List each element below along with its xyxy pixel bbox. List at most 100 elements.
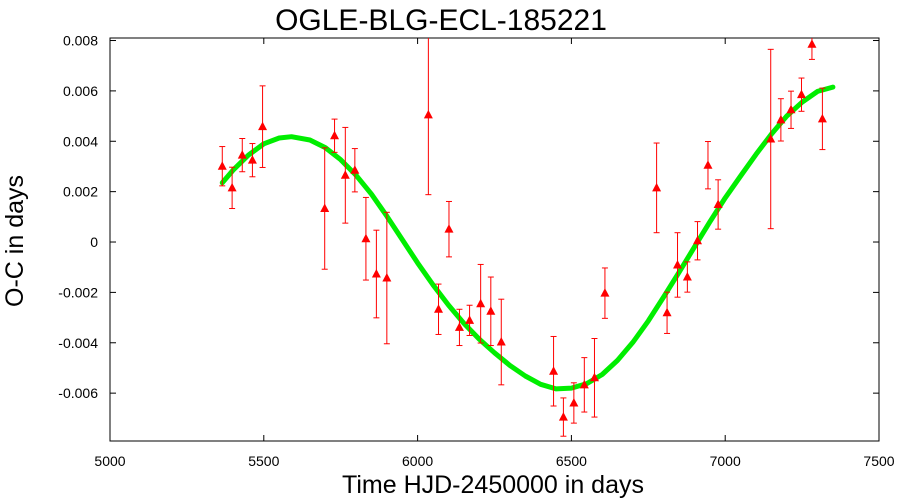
y-tick-label: 0 (90, 234, 98, 250)
data-point (713, 179, 723, 230)
triangle-marker (662, 307, 672, 317)
triangle-marker (713, 199, 723, 208)
triangle-marker (549, 366, 559, 375)
data-point (600, 267, 610, 319)
y-tick-label: 0.008 (63, 33, 98, 49)
triangle-marker (807, 39, 817, 48)
triangle-marker (330, 130, 340, 140)
triangle-marker (423, 109, 433, 119)
data-point (652, 142, 662, 234)
fit-curve-line (219, 84, 836, 392)
data-point (382, 211, 392, 345)
triangle-marker (361, 233, 371, 243)
data-point (476, 263, 486, 344)
triangle-marker (382, 273, 392, 282)
data-point (320, 147, 330, 270)
triangle-marker (558, 412, 568, 421)
y-axis: -0.006 -0.004 -0.002 0 0.002 0.004 0.006 0.008 (58, 33, 879, 401)
data-point (434, 283, 444, 335)
data-point (673, 232, 683, 298)
x-axis-label: Time HJD-2450000 in days (342, 471, 644, 499)
data-point (662, 291, 672, 334)
data-point (444, 200, 454, 258)
y-axis-label: O-C in days (1, 175, 29, 307)
triangle-marker (766, 134, 776, 143)
data-point (786, 90, 796, 129)
fit-curve-series (219, 84, 836, 392)
triangle-marker (776, 114, 786, 124)
triangle-marker (673, 259, 683, 269)
triangle-marker (589, 372, 599, 382)
triangle-marker (340, 170, 350, 179)
triangle-marker (258, 121, 268, 131)
triangle-marker (693, 235, 703, 245)
triangle-marker (320, 203, 330, 213)
triangle-marker (682, 272, 692, 281)
plot-border (109, 37, 880, 442)
triangle-marker (786, 104, 796, 114)
data-point (486, 276, 496, 347)
data-point (217, 146, 227, 187)
x-tick-label: 7500 (863, 453, 894, 469)
data-point (682, 261, 692, 293)
data-point (361, 196, 371, 281)
triangle-marker (227, 182, 237, 192)
triangle-marker (796, 89, 806, 99)
data-point (579, 357, 589, 413)
triangle-marker (444, 224, 454, 233)
y-tick-label: 0.006 (63, 83, 98, 99)
triangle-marker (652, 182, 662, 192)
chart-title: OGLE-BLG-ECL-185221 (275, 4, 607, 37)
data-point (330, 118, 340, 153)
y-tick-label: -0.002 (58, 284, 98, 300)
x-tick-label: 6500 (556, 453, 587, 469)
triangle-marker (350, 165, 360, 174)
data-point (549, 335, 559, 407)
triangle-marker (237, 150, 247, 159)
x-tick-label: 5500 (248, 453, 279, 469)
x-axis: 5000 5500 6000 6500 7000 7500 (94, 38, 895, 469)
triangle-marker (247, 155, 257, 164)
x-tick-label: 7000 (710, 453, 741, 469)
data-point (558, 397, 568, 437)
triangle-marker (371, 269, 381, 278)
triangle-marker (817, 113, 827, 123)
data-point (371, 229, 381, 319)
triangle-marker (496, 337, 506, 346)
x-tick-label: 5000 (94, 453, 125, 469)
data-point (817, 87, 827, 151)
y-tick-label: 0.002 (63, 184, 98, 200)
observed-minima-series (217, 38, 827, 437)
data-point (237, 137, 247, 173)
y-tick-label: -0.004 (58, 335, 98, 351)
triangle-marker (217, 161, 227, 170)
triangle-marker (703, 160, 713, 169)
triangle-marker (465, 315, 475, 324)
data-point (454, 308, 464, 347)
data-point (340, 126, 350, 224)
data-point (258, 85, 268, 168)
data-point (350, 148, 360, 193)
data-point (807, 38, 817, 60)
triangle-marker (434, 304, 444, 313)
triangle-marker (569, 397, 579, 407)
data-point (569, 382, 579, 424)
triangle-marker (454, 322, 464, 331)
triangle-marker (486, 306, 496, 315)
x-tick-label: 6000 (402, 453, 433, 469)
y-tick-label: 0.004 (63, 133, 98, 149)
plot-frame (109, 37, 880, 442)
data-point (766, 48, 776, 230)
data-point (776, 98, 786, 142)
data-point (465, 304, 475, 336)
data-point (247, 143, 257, 178)
triangle-marker (476, 298, 486, 308)
data-point (227, 166, 237, 210)
data-point (423, 38, 433, 196)
data-point (796, 77, 806, 112)
data-point (496, 298, 506, 386)
triangle-marker (579, 379, 589, 389)
data-point (589, 337, 599, 418)
data-point (703, 141, 713, 190)
